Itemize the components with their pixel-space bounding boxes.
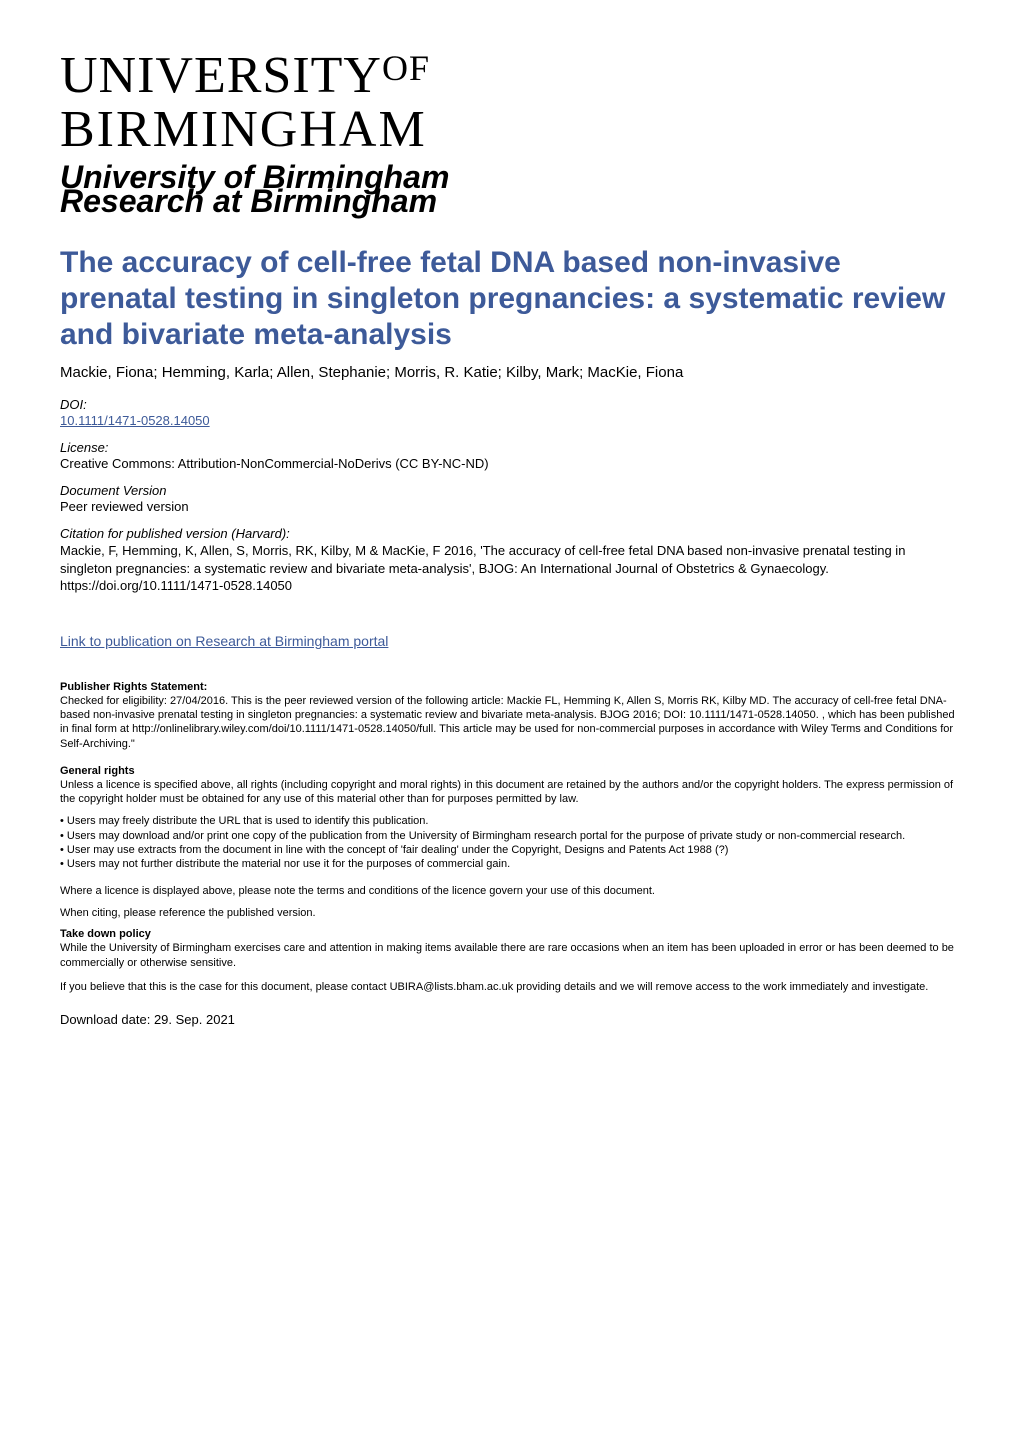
general-rights-bullets: • Users may freely distribute the URL th…	[60, 814, 960, 871]
bullet-item: • Users may not further distribute the m…	[60, 857, 960, 871]
bullet-item: • Users may download and/or print one co…	[60, 829, 960, 843]
publisher-rights-text: Checked for eligibility: 27/04/2016. Thi…	[60, 694, 960, 751]
logo-line-2: BIRMINGHAM	[60, 104, 960, 156]
bullet-item: • Users may freely distribute the URL th…	[60, 814, 960, 828]
citation-label: Citation for published version (Harvard)…	[60, 526, 960, 541]
license-label: License:	[60, 440, 960, 455]
take-down-heading: Take down policy	[60, 928, 960, 940]
where-licence-text: Where a licence is displayed above, plea…	[60, 884, 960, 898]
portal-link[interactable]: Link to publication on Research at Birmi…	[60, 633, 960, 649]
logo-of-text: OF	[382, 48, 430, 88]
take-down-text-1: While the University of Birmingham exerc…	[60, 941, 960, 970]
logo-line-1: UNIVERSITYOF	[60, 50, 960, 102]
when-citing-text: When citing, please reference the publis…	[60, 906, 960, 920]
doi-link[interactable]: 10.1111/1471-0528.14050	[60, 413, 960, 428]
bullet-item: • User may use extracts from the documen…	[60, 843, 960, 857]
license-text: Creative Commons: Attribution-NonCommerc…	[60, 456, 960, 471]
doi-label: DOI:	[60, 397, 960, 412]
doc-version-label: Document Version	[60, 483, 960, 498]
logo-university-text: UNIVERSITY	[60, 47, 382, 104]
citation-text: Mackie, F, Hemming, K, Allen, S, Morris,…	[60, 542, 960, 595]
publisher-rights-heading: Publisher Rights Statement:	[60, 681, 960, 693]
paper-title: The accuracy of cell-free fetal DNA base…	[60, 245, 960, 353]
general-rights-text: Unless a licence is specified above, all…	[60, 778, 960, 807]
doc-version-text: Peer reviewed version	[60, 499, 960, 514]
authors-list: Mackie, Fiona; Hemming, Karla; Allen, St…	[60, 363, 960, 383]
institution-logo: UNIVERSITYOF BIRMINGHAM University of Bi…	[60, 50, 960, 217]
general-rights-heading: General rights	[60, 765, 960, 777]
logo-subtitle-2: Research at Birmingham	[60, 186, 960, 216]
take-down-text-2: If you believe that this is the case for…	[60, 980, 960, 994]
download-date: Download date: 29. Sep. 2021	[60, 1012, 960, 1027]
